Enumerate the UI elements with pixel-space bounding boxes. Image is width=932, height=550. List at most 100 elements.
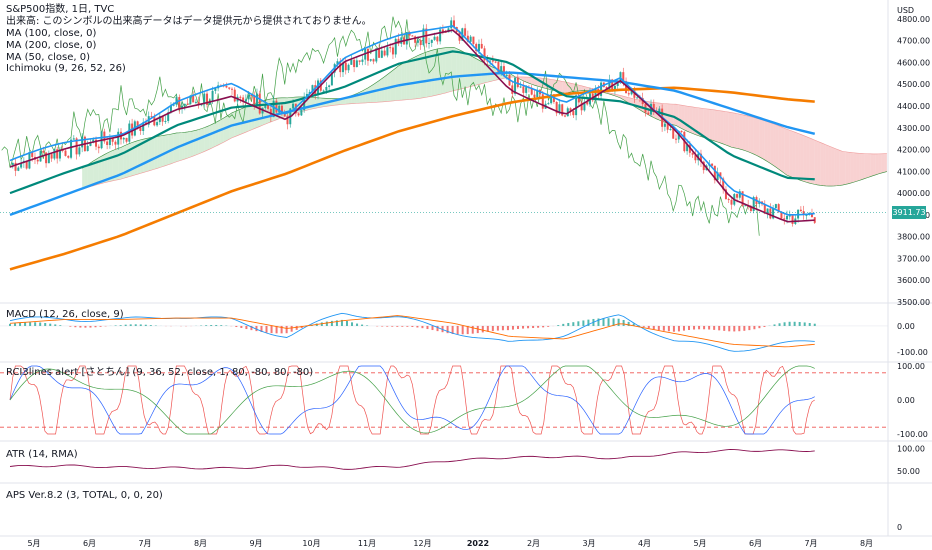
ichimoku-cloud-segment bbox=[792, 131, 796, 179]
x-tick-label: 6月 bbox=[749, 539, 762, 548]
macd-histogram-bar bbox=[295, 325, 298, 330]
macd-histogram-bar bbox=[662, 325, 665, 331]
candle-body bbox=[311, 85, 314, 92]
ichimoku-cloud-segment bbox=[565, 81, 568, 94]
macd-histogram-bar bbox=[290, 325, 293, 332]
ichimoku-cloud-segment bbox=[859, 153, 862, 181]
indicator-ichimoku[interactable]: Ichimoku (9, 26, 52, 26) bbox=[6, 63, 126, 74]
macd-histogram-bar bbox=[763, 325, 766, 327]
macd-histogram-bar bbox=[250, 325, 253, 331]
macd-histogram-bar bbox=[572, 322, 575, 326]
macd-histogram-bar bbox=[587, 319, 590, 326]
candle-body bbox=[472, 36, 475, 44]
ichimoku-cloud-segment bbox=[243, 106, 246, 134]
macd-histogram-bar bbox=[114, 325, 117, 326]
candle-body bbox=[586, 101, 589, 105]
ichimoku-cloud-segment bbox=[756, 118, 760, 157]
candle-body bbox=[328, 85, 331, 87]
ichimoku-cloud-segment bbox=[767, 121, 771, 164]
candle-body bbox=[494, 61, 497, 63]
ichimoku-cloud-segment bbox=[795, 132, 799, 180]
ichimoku-cloud-segment bbox=[737, 113, 740, 150]
candle-body bbox=[519, 86, 522, 88]
candle-body bbox=[630, 90, 633, 95]
ichimoku-cloud-segment bbox=[437, 48, 441, 95]
macd-label[interactable]: MACD (12, 26, close, 9) bbox=[6, 309, 124, 320]
macd-histogram-bar bbox=[275, 325, 278, 334]
candle-body bbox=[391, 47, 394, 55]
macd-histogram-bar bbox=[481, 325, 484, 333]
candle-body bbox=[500, 66, 503, 73]
ichimoku-cloud-segment bbox=[828, 145, 832, 187]
x-tick-label: 4月 bbox=[638, 539, 651, 548]
candle-body bbox=[342, 62, 344, 73]
ichimoku-cloud-segment bbox=[429, 50, 432, 97]
candle-body bbox=[505, 74, 508, 76]
candle-body bbox=[64, 150, 67, 156]
aps-label[interactable]: APS Ver.8.2 (3, TOTAL, 0, 0, 20) bbox=[6, 490, 163, 501]
macd-histogram-bar bbox=[386, 325, 389, 327]
candle-body bbox=[702, 161, 705, 171]
candle-body bbox=[156, 122, 159, 126]
candle-body bbox=[716, 172, 719, 181]
ichimoku-cloud-segment bbox=[237, 109, 241, 136]
ichimoku-span-b-line bbox=[82, 76, 887, 190]
ichimoku-cloud-segment bbox=[850, 152, 854, 184]
candle-body bbox=[161, 116, 164, 122]
macd-histogram-bar bbox=[738, 325, 741, 332]
macd-histogram-bar bbox=[506, 325, 509, 331]
macd-histogram-bar bbox=[753, 325, 756, 330]
candle-body bbox=[489, 60, 492, 62]
candle-body bbox=[647, 112, 650, 115]
x-tick-label: 10月 bbox=[302, 539, 320, 548]
candle-body bbox=[330, 72, 333, 86]
ichimoku-cloud-segment bbox=[681, 105, 685, 130]
ichimoku-cloud-segment bbox=[667, 103, 671, 125]
candle-body bbox=[477, 43, 480, 52]
indicator-ma50[interactable]: MA (50, close, 0) bbox=[6, 52, 91, 63]
macd-tick-label: -100.00 bbox=[897, 348, 928, 357]
ichimoku-cloud-segment bbox=[870, 153, 874, 177]
macd-histogram-bar bbox=[366, 325, 369, 326]
atr-label[interactable]: ATR (14, RMA) bbox=[6, 449, 78, 460]
ichimoku-cloud-segment bbox=[406, 59, 410, 100]
candle-body bbox=[253, 95, 256, 106]
ichimoku-cloud-segment bbox=[520, 76, 524, 81]
macd-histogram-bar bbox=[778, 323, 781, 326]
ichimoku-cloud-segment bbox=[584, 86, 588, 91]
ichimoku-cloud-segment bbox=[856, 153, 860, 182]
macd-histogram-bar bbox=[597, 318, 600, 326]
macd-histogram-bar bbox=[134, 324, 137, 326]
rci-tick-label: -100.00 bbox=[897, 430, 928, 439]
candle-body bbox=[497, 61, 500, 73]
ichimoku-cloud-segment bbox=[365, 87, 368, 103]
candle-body bbox=[669, 129, 672, 131]
x-tick-label: 5月 bbox=[693, 539, 706, 548]
ichimoku-cloud-segment bbox=[409, 58, 413, 100]
x-tick-label: 2022 bbox=[467, 539, 489, 548]
ichimoku-cloud-segment bbox=[706, 108, 710, 140]
indicator-ma200[interactable]: MA (200, close, 0) bbox=[6, 40, 97, 51]
candle-body bbox=[752, 197, 755, 212]
candle-body bbox=[686, 144, 689, 152]
candle-body bbox=[353, 59, 356, 68]
candle-body bbox=[108, 138, 111, 145]
macd-histogram-bar bbox=[667, 325, 670, 332]
macd-histogram-bar bbox=[446, 325, 449, 334]
candle-body bbox=[522, 86, 525, 93]
candle-body bbox=[280, 105, 283, 113]
price-tick-label: 4100.00 bbox=[897, 167, 930, 176]
candle-body bbox=[777, 204, 780, 212]
candle-body bbox=[70, 139, 73, 158]
rci-label[interactable]: RCI3lines alert [さとちん] (9, 36, 52, close… bbox=[6, 367, 314, 378]
candle-body bbox=[58, 149, 61, 159]
macd-histogram-bar bbox=[285, 325, 288, 334]
ma100-line bbox=[9, 71, 816, 217]
candle-body bbox=[491, 60, 494, 62]
candle-body bbox=[358, 60, 361, 62]
indicator-ma100[interactable]: MA (100, close, 0) bbox=[6, 28, 97, 39]
ichimoku-cloud-segment bbox=[703, 108, 707, 139]
ichimoku-cloud-segment bbox=[717, 110, 721, 143]
ichimoku-cloud-segment bbox=[775, 124, 779, 170]
ichimoku-cloud-segment bbox=[861, 153, 865, 180]
